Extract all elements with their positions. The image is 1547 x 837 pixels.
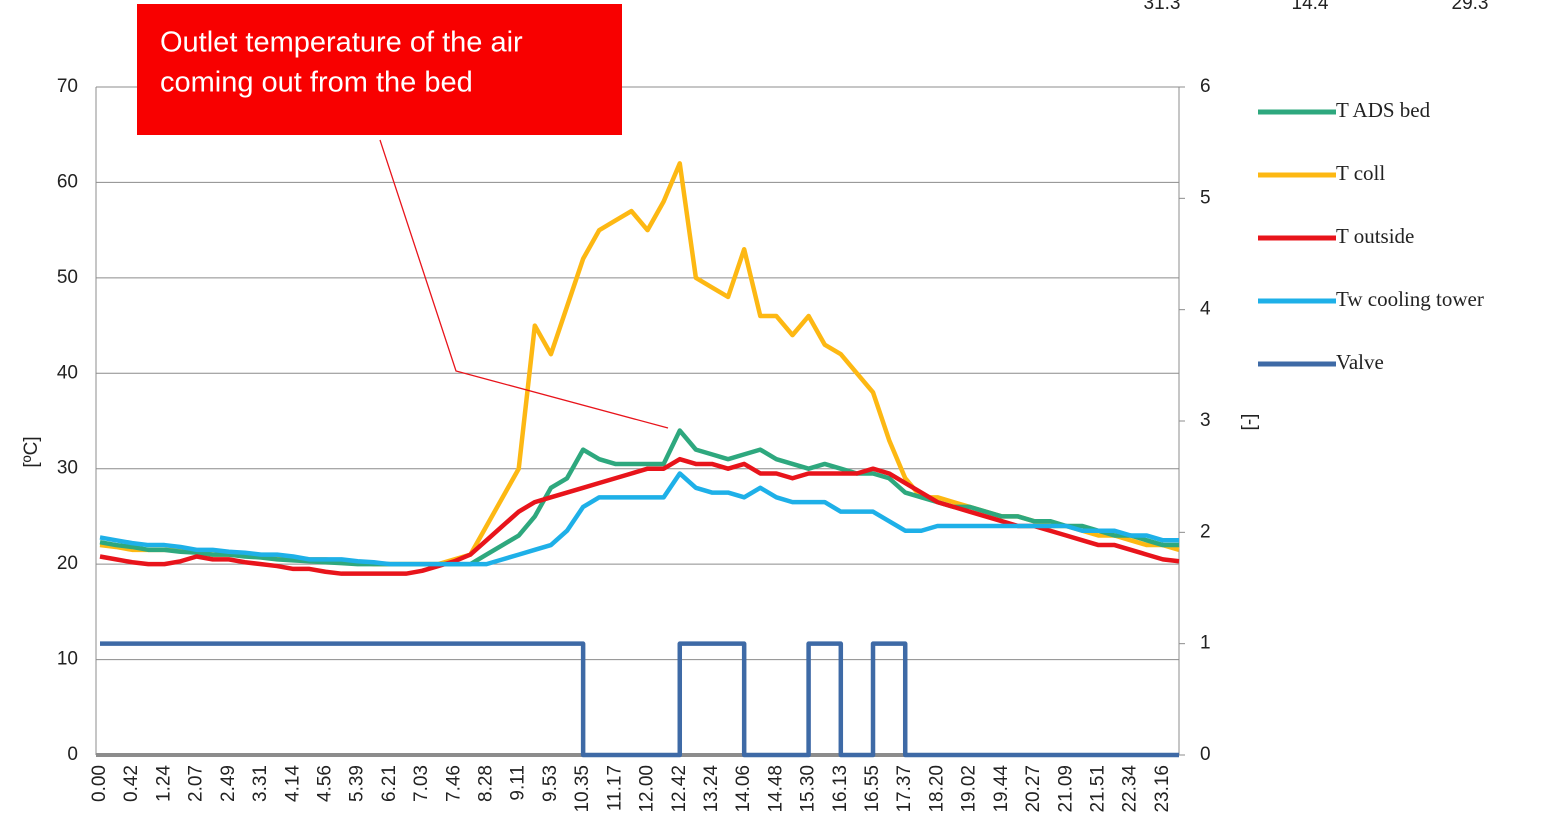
- x-tick-label: 11.17: [604, 765, 625, 811]
- top-value: 31.3: [1144, 0, 1181, 14]
- x-tick-label: 4.56: [314, 765, 335, 802]
- x-tick-label: 13.24: [701, 765, 722, 813]
- y2-tick-label: 6: [1200, 76, 1211, 97]
- top-value: 14.4: [1292, 0, 1329, 14]
- x-tick-label: 12.00: [637, 765, 658, 813]
- series-line: [99, 471, 1179, 567]
- x-tick-label: 0.00: [89, 765, 110, 802]
- x-tick-label: 15.30: [798, 765, 819, 813]
- y-tick-label: 70: [57, 76, 78, 97]
- y-tick-label: 10: [57, 649, 78, 670]
- x-tick-label: 21.51: [1087, 765, 1108, 813]
- x-tick-label: 14.48: [765, 765, 786, 813]
- series-line: [99, 428, 1179, 567]
- legend-label: Valve: [1336, 350, 1384, 374]
- y2-tick-label: 1: [1200, 633, 1211, 654]
- legend-label: T ADS bed: [1336, 98, 1431, 122]
- annotation: Outlet temperature of the air coming out…: [137, 4, 669, 429]
- x-tick-label: 5.39: [347, 765, 368, 802]
- x-tick-label: 6.21: [379, 765, 400, 802]
- x-tick-label: 23.16: [1152, 765, 1173, 813]
- annotation-text: Outlet temperature of the air: [160, 27, 523, 59]
- x-tick-label: 2.07: [186, 765, 207, 802]
- y-axis-label: [ºC]: [21, 436, 42, 467]
- x-tick-label: 16.13: [830, 765, 851, 813]
- x-tick-label: 7.46: [443, 765, 464, 802]
- legend-label: T outside: [1336, 224, 1414, 248]
- x-tick-label: 16.55: [862, 765, 883, 813]
- y-tick-label: 50: [57, 267, 78, 288]
- x-tick-label: 10.35: [572, 765, 593, 813]
- x-tick-label: 0.42: [121, 765, 142, 802]
- series-line: [99, 161, 1180, 567]
- x-tick-label: 14.06: [733, 765, 754, 813]
- x-tick-label: 19.02: [959, 765, 980, 813]
- plot-area: 0 10 20 30 40 50 60 70 0 1 2 3 4 5 6 0.00 0.42 1.24 2.07 2.…: [57, 76, 1484, 813]
- y-tick-label: 20: [57, 553, 78, 574]
- y-tick-label: 0: [67, 744, 78, 765]
- y-tick-label: 30: [57, 458, 78, 479]
- y2-tick-label: 3: [1200, 410, 1211, 431]
- callout-line: [379, 139, 669, 429]
- x-tick-label: 4.14: [282, 765, 303, 802]
- x-tick-label: 1.24: [153, 765, 174, 802]
- x-tick-label: 20.27: [1023, 765, 1044, 813]
- y2-tick-label: 4: [1200, 299, 1211, 320]
- y2-axis-label: [-]: [1239, 414, 1260, 431]
- x-tick-label: 2.49: [218, 765, 239, 802]
- y2-tick-label: 2: [1200, 521, 1211, 542]
- x-tick-label: 9.11: [508, 765, 529, 801]
- y2-tick-label: 0: [1200, 744, 1211, 765]
- legend-label: Tw cooling tower: [1336, 287, 1484, 311]
- y-tick-label: 40: [57, 362, 78, 383]
- annotation-text: coming out from the bed: [160, 67, 473, 99]
- legend-label: T coll: [1336, 161, 1385, 185]
- y2-tick-label: 5: [1200, 187, 1211, 208]
- x-tick-label: 19.44: [991, 765, 1012, 813]
- x-tick-label: 12.42: [669, 765, 690, 813]
- x-tick-label: 18.20: [926, 765, 947, 813]
- x-tick-label: 3.31: [250, 765, 271, 802]
- top-value: 29.3: [1452, 0, 1489, 14]
- x-tick-label: 7.03: [411, 765, 432, 802]
- y-tick-label: 60: [57, 171, 78, 192]
- x-tick-label: 8.28: [476, 765, 497, 802]
- series-line: [99, 456, 1180, 576]
- annotation-box: [137, 4, 622, 135]
- series-line: [100, 641, 1179, 758]
- x-tick-label: 9.53: [540, 765, 561, 802]
- x-tick-label: 17.37: [894, 765, 915, 813]
- x-tick-label: 22.34: [1120, 765, 1141, 813]
- x-tick-label: 21.09: [1055, 765, 1076, 813]
